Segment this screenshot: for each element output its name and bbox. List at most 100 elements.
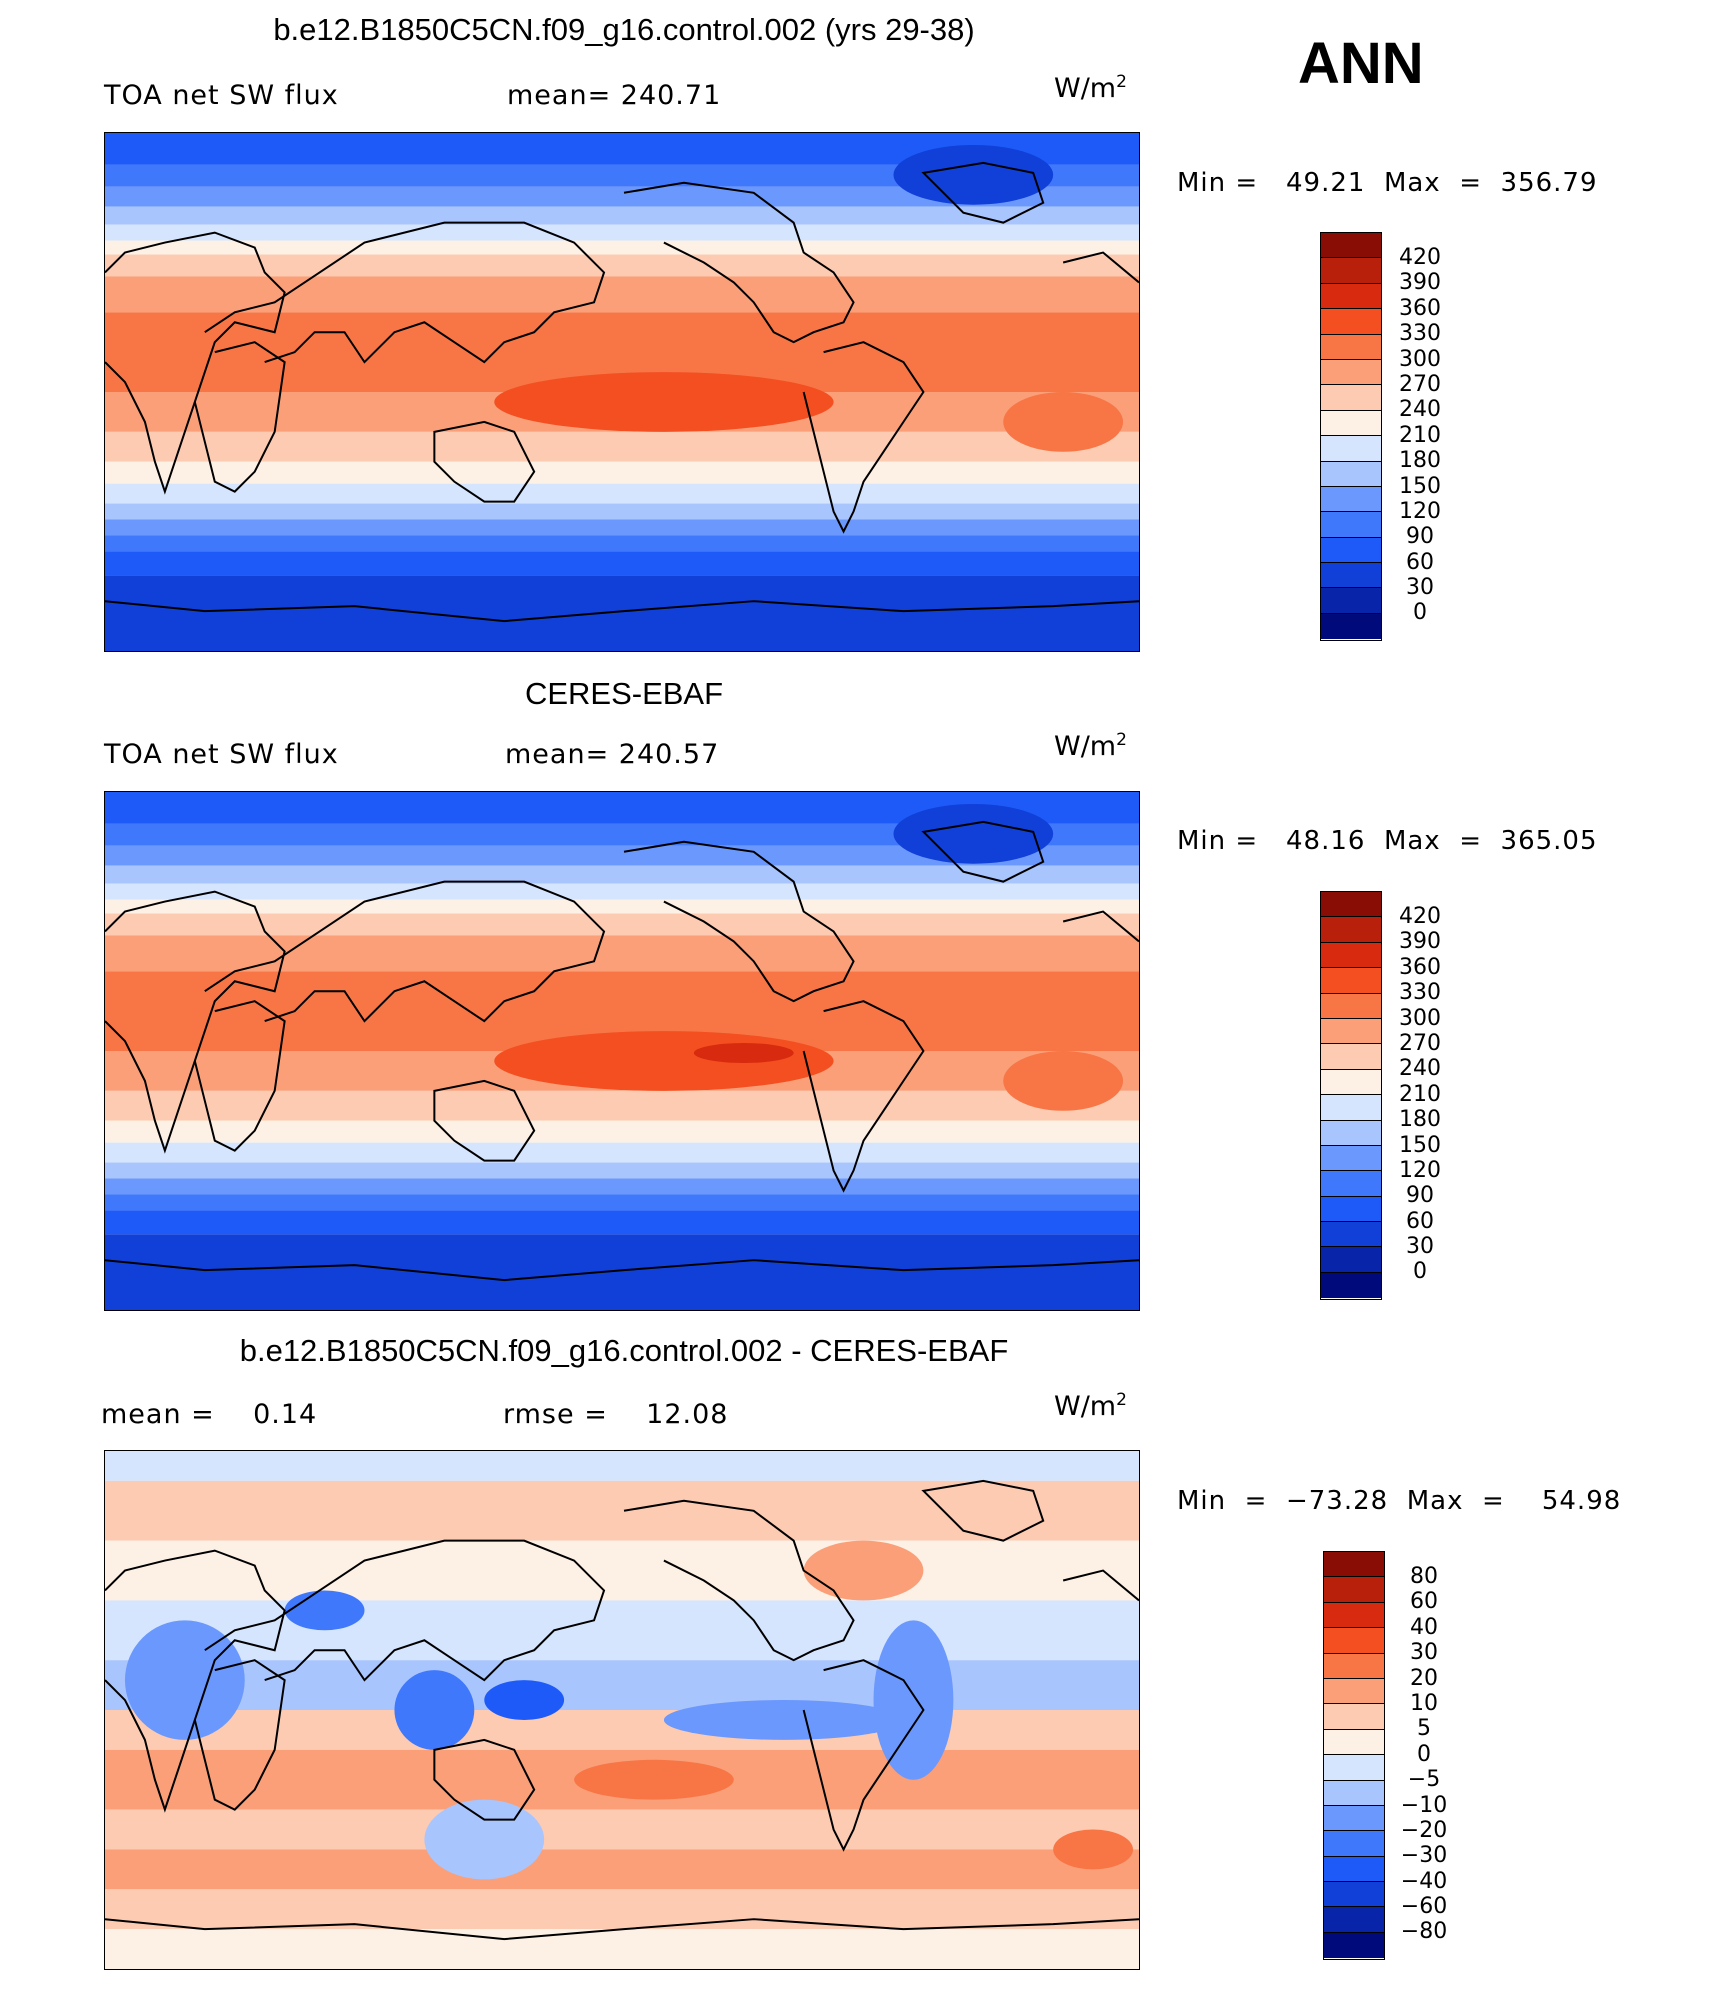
- colorbar-tick-label: 330: [1399, 980, 1441, 1006]
- panel1-units: W/m2: [1054, 72, 1127, 104]
- colorbar-tick-label: 180: [1399, 1107, 1441, 1133]
- colorbar-box: [1321, 410, 1381, 437]
- colorbar-box: [1321, 1018, 1381, 1045]
- panel1-minmax: Min = 49.21 Max = 356.79: [1177, 168, 1598, 198]
- panel3-colorbar: [1323, 1551, 1385, 1960]
- field-band: [105, 276, 1139, 313]
- panel3-map-svg: [105, 1451, 1139, 1969]
- colorbar-box: [1321, 1247, 1381, 1273]
- panel2-mean-label: mean= 240.57: [505, 739, 720, 770]
- field-patch: [424, 1799, 545, 1880]
- coastline: [433, 1738, 536, 1821]
- coastline: [1062, 251, 1139, 284]
- colorbar-tick-label: 60: [1406, 1208, 1434, 1234]
- field-patch: [873, 1620, 954, 1780]
- field-band: [105, 535, 1139, 552]
- field-band: [105, 1451, 1139, 1481]
- colorbar-tick-label: 30: [1410, 1640, 1438, 1666]
- field-band: [105, 865, 1139, 884]
- colorbar-tick-label: −30: [1400, 1843, 1448, 1869]
- field-patch: [663, 1700, 904, 1740]
- colorbar-box: [1324, 1882, 1384, 1908]
- field-band: [105, 935, 1139, 972]
- coastline: [921, 1479, 1045, 1542]
- field-band: [105, 431, 1139, 462]
- colorbar-tick-label: −5: [1407, 1767, 1441, 1793]
- field-patch: [494, 1031, 834, 1091]
- field-patch: [484, 1680, 565, 1720]
- coastline: [623, 181, 855, 344]
- colorbar-box: [1321, 1196, 1381, 1223]
- colorbar-tick-label: −80: [1400, 1919, 1448, 1945]
- colorbar-tick-label: 120: [1399, 498, 1441, 524]
- field-band: [105, 1480, 1139, 1541]
- panel2-variable-label: TOA net SW flux: [104, 739, 339, 770]
- colorbar-box: [1324, 1729, 1384, 1756]
- field-band: [105, 503, 1139, 520]
- field-band: [105, 1600, 1139, 1661]
- panel1-mean-label: mean= 240.71: [507, 80, 722, 111]
- colorbar-tick-label: 300: [1399, 1005, 1441, 1031]
- field-band: [105, 1178, 1139, 1195]
- colorbar-box: [1321, 1171, 1381, 1197]
- colorbar-tick-label: 30: [1406, 1234, 1434, 1260]
- coastline: [623, 1499, 855, 1662]
- field-band: [105, 240, 1139, 255]
- panel2-field: [105, 792, 1139, 1310]
- panel2-minmax: Min = 48.16 Max = 365.05: [1177, 826, 1598, 856]
- panel3-map: [104, 1450, 1140, 1970]
- field-band: [105, 1142, 1139, 1163]
- coastline: [433, 420, 536, 503]
- colorbar-box: [1321, 1272, 1381, 1299]
- colorbar-box: [1321, 993, 1381, 1019]
- field-patch: [284, 1590, 365, 1631]
- colorbar-tick-label: 210: [1399, 1081, 1441, 1107]
- colorbar-box: [1321, 588, 1381, 614]
- colorbar-box: [1321, 1222, 1381, 1248]
- coastline: [1062, 910, 1139, 943]
- colorbar-box: [1321, 258, 1381, 284]
- colorbar-tick-label: 330: [1399, 321, 1441, 347]
- colorbar-tick-label: 40: [1410, 1614, 1438, 1640]
- colorbar-box: [1321, 892, 1381, 918]
- colorbar-tick-label: 10: [1410, 1690, 1438, 1716]
- field-band: [105, 1849, 1139, 1890]
- field-band: [105, 899, 1139, 914]
- coastline: [802, 1000, 925, 1193]
- colorbar-tick-label: 210: [1399, 422, 1441, 448]
- colorbar-box: [1321, 309, 1381, 335]
- colorbar-box: [1321, 917, 1381, 943]
- colorbar-tick-label: 30: [1406, 575, 1434, 601]
- coastline: [193, 341, 286, 493]
- coastline: [193, 1000, 286, 1152]
- colorbar-tick-label: 240: [1399, 1056, 1441, 1082]
- field-band: [105, 913, 1139, 936]
- field-patch: [124, 1620, 245, 1740]
- colorbar-box: [1321, 283, 1381, 310]
- colorbar-box: [1321, 1069, 1381, 1096]
- field-band: [105, 883, 1139, 900]
- colorbar-box: [1324, 1602, 1384, 1629]
- colorbar-box: [1321, 1095, 1381, 1121]
- coastline: [921, 161, 1045, 224]
- field-band: [105, 1660, 1139, 1710]
- colorbar-box: [1324, 1678, 1384, 1705]
- colorbar-box: [1321, 436, 1381, 462]
- colorbar-tick-label: 360: [1399, 295, 1441, 321]
- field-band: [105, 254, 1139, 277]
- field-band: [105, 1120, 1139, 1143]
- panel3-mean-label: mean = 0.14: [101, 1399, 318, 1430]
- colorbar-tick-label: 90: [1406, 524, 1434, 550]
- panel2-title: CERES-EBAF: [524, 676, 724, 711]
- field-band: [105, 1809, 1139, 1850]
- colorbar-box: [1324, 1653, 1384, 1679]
- colorbar-box: [1321, 563, 1381, 589]
- colorbar-tick-label: 0: [1413, 1259, 1427, 1285]
- colorbar-box: [1324, 1932, 1384, 1959]
- colorbar-tick-label: 60: [1410, 1589, 1438, 1615]
- colorbar-tick-label: −60: [1400, 1894, 1448, 1920]
- coastline: [802, 341, 925, 534]
- panel3-title: b.e12.B1850C5CN.f09_g16.control.002 - CE…: [239, 1333, 1009, 1368]
- field-band: [105, 461, 1139, 484]
- colorbar-tick-label: 20: [1410, 1665, 1438, 1691]
